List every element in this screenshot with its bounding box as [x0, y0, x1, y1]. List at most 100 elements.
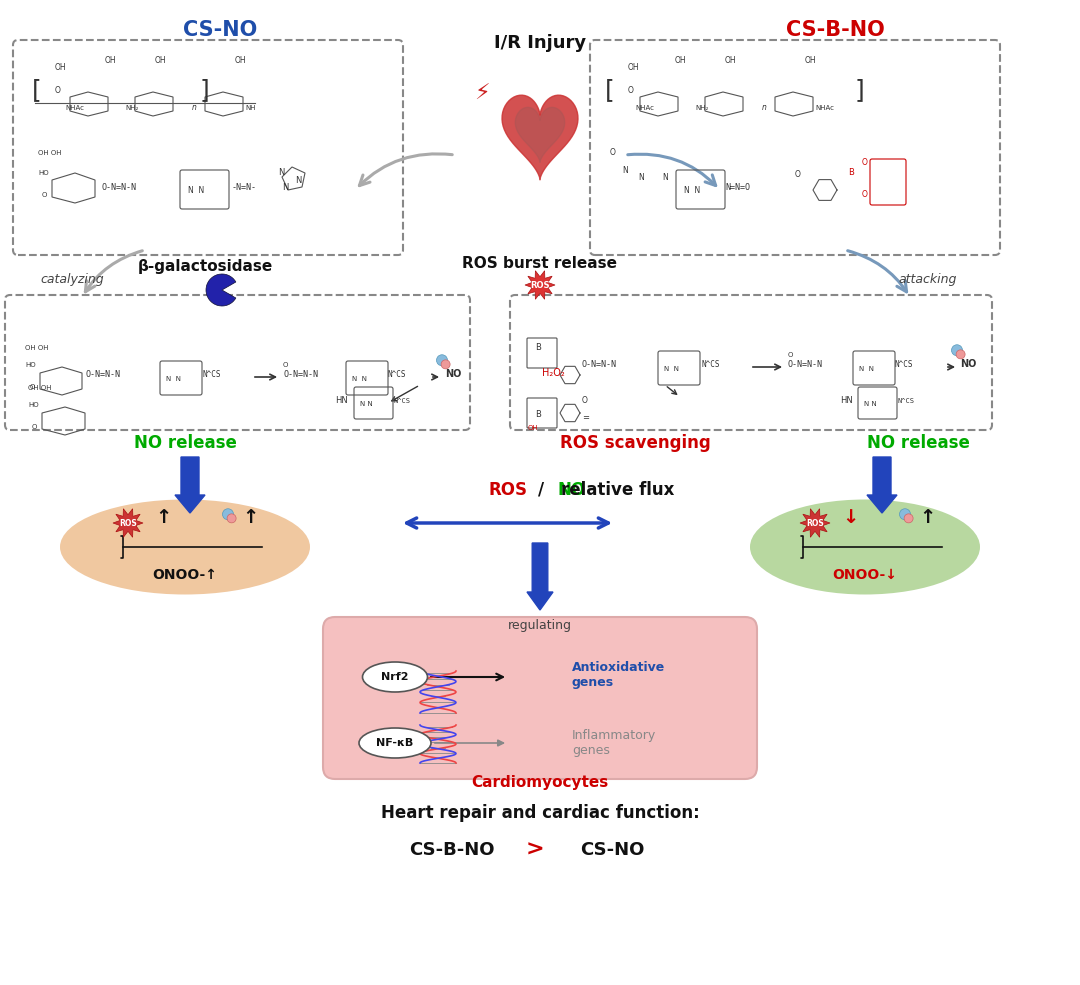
Text: N^CS: N^CS	[897, 398, 914, 404]
Text: N: N	[282, 183, 288, 192]
Text: O: O	[30, 384, 36, 390]
Text: N  N: N N	[188, 186, 204, 195]
Circle shape	[441, 360, 450, 368]
Text: HN: HN	[335, 396, 348, 405]
Text: O: O	[42, 192, 48, 198]
Ellipse shape	[363, 662, 428, 692]
Text: O: O	[283, 362, 288, 368]
Text: O: O	[55, 86, 60, 95]
Text: N: N	[662, 173, 667, 182]
Text: HO: HO	[25, 362, 36, 368]
Text: OH: OH	[627, 63, 639, 72]
Text: -N=N-: -N=N-	[232, 183, 257, 192]
Text: I/R Injury: I/R Injury	[494, 34, 586, 52]
Text: O: O	[862, 158, 868, 167]
FancyArrow shape	[527, 543, 553, 610]
FancyBboxPatch shape	[5, 295, 470, 430]
Text: B: B	[535, 410, 541, 419]
Text: O-N=N-N: O-N=N-N	[283, 370, 318, 379]
Text: attacking: attacking	[899, 274, 957, 287]
Text: OH: OH	[235, 56, 246, 65]
Text: ROS: ROS	[530, 281, 550, 290]
Text: >: >	[526, 840, 544, 860]
FancyArrow shape	[175, 457, 205, 513]
Text: NO release: NO release	[866, 434, 970, 452]
Text: N^CS: N^CS	[388, 370, 406, 379]
Text: NHAc: NHAc	[65, 105, 84, 111]
Text: n: n	[192, 103, 197, 112]
Polygon shape	[515, 107, 565, 163]
Text: HN: HN	[840, 396, 853, 405]
Text: O: O	[32, 424, 38, 430]
Text: N: N	[278, 168, 284, 177]
Text: ]: ]	[855, 78, 865, 102]
Wedge shape	[206, 274, 235, 306]
Text: ↓: ↓	[842, 508, 859, 527]
Text: CS-NO: CS-NO	[580, 841, 644, 859]
Text: Cardiomyocytes: Cardiomyocytes	[471, 775, 609, 791]
Text: Antioxidative
genes: Antioxidative genes	[572, 661, 665, 689]
FancyBboxPatch shape	[510, 295, 993, 430]
Text: O: O	[862, 190, 868, 199]
Ellipse shape	[359, 728, 431, 758]
Text: N: N	[622, 166, 627, 175]
Text: N^CS: N^CS	[203, 370, 221, 379]
Text: n: n	[762, 103, 767, 112]
Ellipse shape	[750, 499, 980, 595]
Text: NO release: NO release	[134, 434, 237, 452]
Text: H₂O₂: H₂O₂	[542, 368, 565, 378]
Text: O: O	[610, 148, 616, 157]
Text: [: [	[32, 78, 42, 102]
Text: ↑: ↑	[919, 508, 935, 527]
Text: /: /	[538, 481, 544, 499]
Text: Heart repair and cardiac function:: Heart repair and cardiac function:	[380, 804, 700, 822]
Polygon shape	[113, 508, 143, 537]
Text: O-N=N-N: O-N=N-N	[788, 360, 823, 369]
Polygon shape	[525, 271, 555, 299]
Text: NH₂: NH₂	[125, 105, 138, 111]
Text: HO: HO	[38, 170, 49, 176]
Text: N  N: N N	[352, 376, 367, 382]
Text: N  N: N N	[684, 186, 700, 195]
Circle shape	[904, 514, 913, 523]
Text: NO: NO	[445, 369, 461, 379]
Text: N N: N N	[360, 401, 373, 407]
Text: N^CS: N^CS	[393, 398, 410, 404]
Text: O-N=N-N: O-N=N-N	[582, 360, 617, 369]
Text: ↑: ↑	[156, 508, 172, 527]
Text: O-N=N-N: O-N=N-N	[102, 183, 137, 192]
Text: N N: N N	[864, 401, 877, 407]
Text: ]: ]	[200, 78, 210, 102]
Text: N  N: N N	[166, 376, 181, 382]
Text: NH: NH	[245, 105, 256, 111]
Text: O: O	[582, 396, 588, 405]
Polygon shape	[502, 96, 578, 179]
Text: OH: OH	[725, 56, 737, 65]
Text: =: =	[582, 413, 589, 422]
Text: OH: OH	[528, 425, 539, 431]
Text: NF-κB: NF-κB	[376, 738, 414, 748]
Text: OH: OH	[55, 63, 67, 72]
Text: N=N=O: N=N=O	[725, 183, 750, 192]
Text: OH OH: OH OH	[38, 150, 62, 156]
Text: CS-NO: CS-NO	[183, 20, 257, 40]
Text: O-N=N-N: O-N=N-N	[85, 370, 120, 379]
Text: OH OH: OH OH	[25, 345, 49, 351]
Circle shape	[956, 350, 966, 359]
Text: ⚡: ⚡	[474, 84, 490, 104]
Text: NHAc: NHAc	[815, 105, 834, 111]
Text: OH: OH	[675, 56, 687, 65]
Text: ROS burst release: ROS burst release	[462, 255, 618, 271]
Text: CS-B-NO: CS-B-NO	[409, 841, 495, 859]
Text: B: B	[848, 168, 854, 177]
Text: CS-B-NO: CS-B-NO	[785, 20, 885, 40]
Text: NHAc: NHAc	[635, 105, 654, 111]
Text: ROS: ROS	[119, 518, 137, 528]
Circle shape	[900, 508, 910, 520]
Circle shape	[436, 355, 447, 365]
Text: O: O	[627, 86, 634, 95]
Circle shape	[227, 514, 237, 523]
Text: ONOO-↓: ONOO-↓	[833, 568, 897, 582]
Text: catalyzing: catalyzing	[40, 274, 104, 287]
Text: N: N	[295, 176, 301, 185]
